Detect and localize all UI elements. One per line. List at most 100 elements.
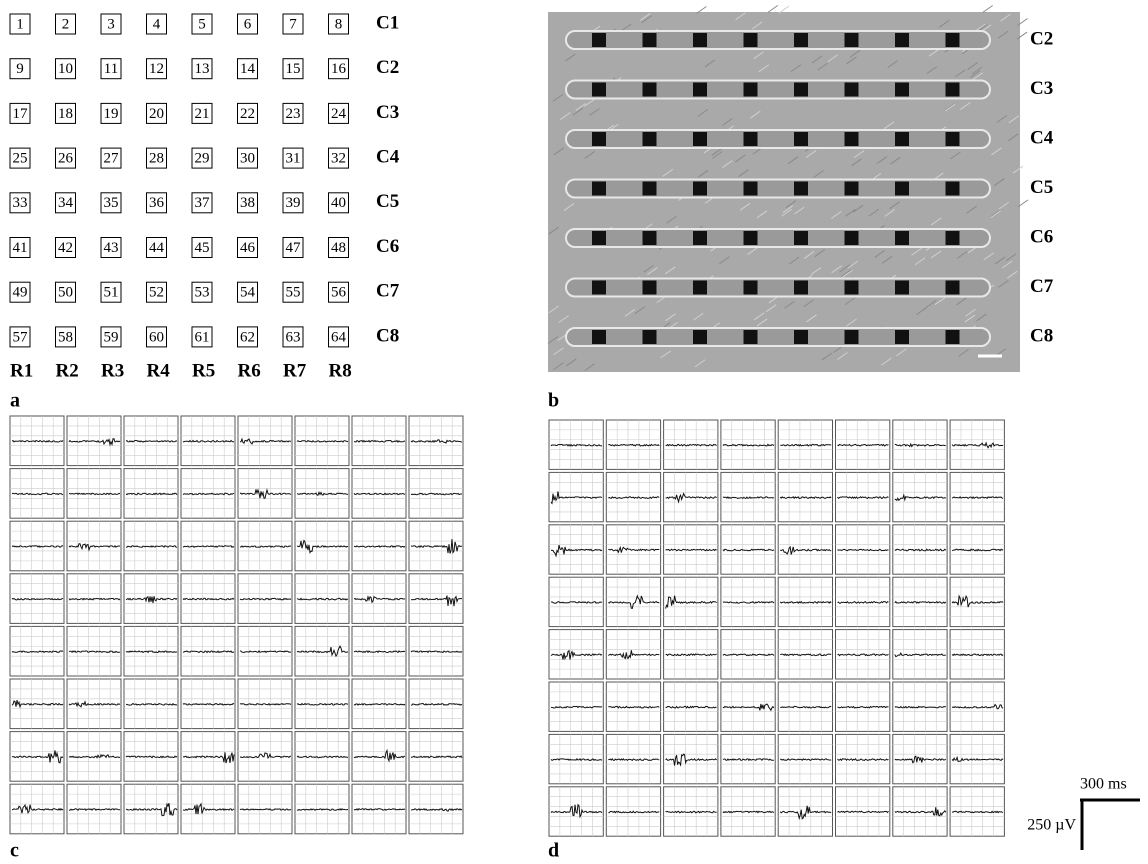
electrode xyxy=(592,33,606,47)
electrode-number: 23 xyxy=(286,106,301,122)
electrode xyxy=(592,231,606,245)
cell-frame xyxy=(9,625,65,677)
texture xyxy=(982,5,993,13)
electrode xyxy=(945,33,960,47)
channel-label: C8 xyxy=(1030,325,1053,346)
trace-cell xyxy=(180,625,236,677)
trace-cell xyxy=(605,629,662,680)
texture xyxy=(956,250,968,259)
trace-cell xyxy=(720,681,776,732)
texture xyxy=(739,202,751,211)
texture xyxy=(874,250,885,258)
trace-cell xyxy=(66,468,122,519)
electrode xyxy=(895,82,909,97)
electrode-box xyxy=(146,326,167,348)
column-label: R7 xyxy=(283,360,307,381)
trace-cell xyxy=(548,733,604,785)
trace-cell xyxy=(294,783,350,835)
trace-cell xyxy=(180,783,236,835)
trace-cell xyxy=(892,524,948,575)
trace-cell xyxy=(892,471,948,523)
trace xyxy=(182,545,235,549)
trace xyxy=(239,752,291,759)
texture xyxy=(969,70,981,79)
texture xyxy=(831,265,842,274)
trace-cell xyxy=(408,625,464,677)
trace-cell xyxy=(237,783,293,835)
trace xyxy=(125,755,178,759)
texture xyxy=(881,255,893,264)
electrode-box xyxy=(100,147,122,169)
electrode xyxy=(693,33,707,47)
trace xyxy=(722,548,775,552)
trace-cell xyxy=(180,573,236,624)
electrode-box xyxy=(9,13,31,35)
trace xyxy=(68,808,121,812)
texture xyxy=(916,307,927,315)
texture xyxy=(1016,31,1028,40)
electrode-box xyxy=(55,192,76,214)
electrode-box xyxy=(237,237,258,258)
texture xyxy=(851,158,862,167)
texture xyxy=(552,93,564,102)
texture xyxy=(735,154,746,163)
trace xyxy=(125,596,178,604)
texture xyxy=(938,19,950,28)
trace-cell xyxy=(66,415,122,467)
trace xyxy=(894,807,947,817)
electrode-box xyxy=(237,13,258,35)
trace xyxy=(11,650,64,654)
trace xyxy=(182,752,235,764)
trace-cell xyxy=(720,786,776,837)
trace-cell xyxy=(663,733,719,785)
trace-cell xyxy=(180,468,236,519)
electrode-number: 37 xyxy=(195,195,211,211)
texture xyxy=(990,209,1002,218)
trace xyxy=(608,545,660,554)
trace xyxy=(182,702,235,706)
texture xyxy=(944,103,955,112)
texture xyxy=(1008,115,1020,124)
electrode xyxy=(945,132,960,146)
electrode-box xyxy=(191,326,213,348)
trace-cell xyxy=(720,471,776,523)
electrode-number: 18 xyxy=(58,106,73,122)
row-label: C5 xyxy=(376,191,399,212)
texture xyxy=(805,150,817,158)
trace xyxy=(550,705,603,709)
texture xyxy=(1012,165,1024,174)
trace xyxy=(11,439,64,443)
trace xyxy=(11,492,64,496)
electrode xyxy=(794,330,808,344)
trace-cell xyxy=(949,524,1005,575)
trace xyxy=(722,600,775,604)
electrode-box xyxy=(55,58,76,80)
texture xyxy=(876,156,888,165)
trace-cell xyxy=(835,629,891,680)
texture xyxy=(972,72,984,81)
trace xyxy=(550,491,603,505)
texture xyxy=(925,299,937,308)
channel xyxy=(565,277,991,298)
cell-frame xyxy=(663,524,719,575)
trace xyxy=(11,597,64,601)
electrode-box xyxy=(328,58,349,80)
electrode-box xyxy=(328,237,349,258)
trace-cell xyxy=(777,524,834,575)
electrode-box xyxy=(191,147,213,169)
trace xyxy=(608,705,660,709)
electrode-number: 2 xyxy=(62,16,70,32)
texture xyxy=(1001,260,1013,269)
texture xyxy=(589,108,600,116)
trace xyxy=(182,492,235,496)
electrode-number: 61 xyxy=(195,329,210,345)
trace-cell xyxy=(351,625,407,677)
trace-cell xyxy=(294,468,350,519)
texture xyxy=(884,208,896,217)
trace xyxy=(353,702,406,706)
trace-cell xyxy=(408,520,464,572)
electrode xyxy=(794,231,808,245)
electrode-box xyxy=(9,58,31,80)
electrode-number: 38 xyxy=(240,195,255,211)
trace xyxy=(353,439,406,443)
